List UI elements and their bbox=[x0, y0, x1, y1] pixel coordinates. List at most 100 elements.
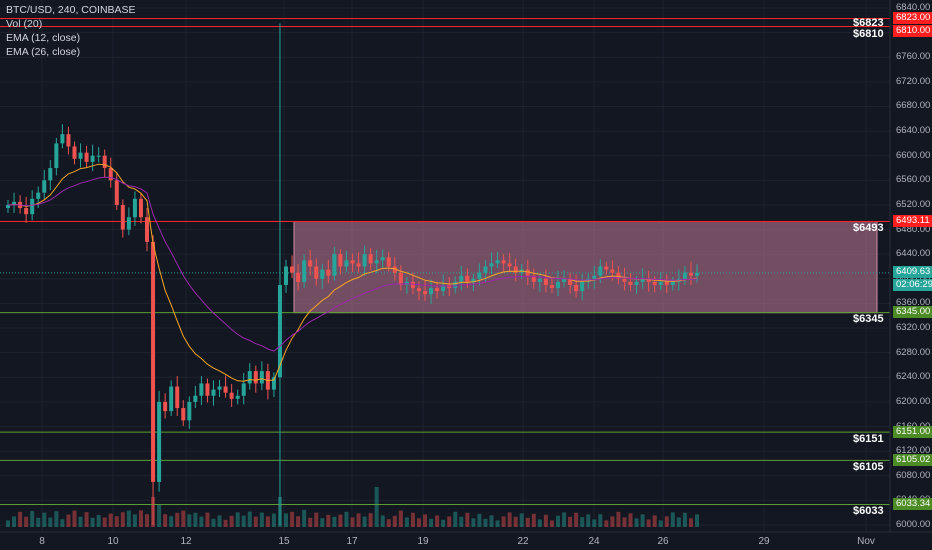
volume-bar bbox=[284, 513, 289, 527]
volume-bar bbox=[102, 517, 107, 527]
volume-bar bbox=[501, 516, 506, 527]
level-label-6823: $6823 bbox=[853, 17, 884, 29]
candle-body bbox=[108, 168, 113, 181]
candle-body bbox=[483, 266, 488, 273]
time-tick-label: 12 bbox=[180, 536, 192, 547]
candle-body bbox=[90, 155, 95, 162]
candle-body bbox=[604, 266, 609, 270]
candle-body bbox=[622, 278, 627, 282]
volume-bar bbox=[350, 517, 355, 527]
volume-bar bbox=[332, 516, 337, 527]
volume-bar bbox=[580, 517, 585, 527]
volume-bar bbox=[48, 517, 53, 527]
volume-bar bbox=[90, 517, 95, 527]
candle-body bbox=[429, 288, 434, 295]
candle-body bbox=[326, 269, 331, 276]
ema12-indicator-label[interactable]: EMA (12, close) bbox=[6, 32, 81, 44]
volume-bar bbox=[429, 518, 434, 527]
volume-indicator-label[interactable]: Vol (20) bbox=[6, 18, 43, 30]
volume-bar bbox=[235, 512, 240, 527]
candle-body bbox=[695, 272, 699, 276]
volume-bar bbox=[562, 512, 567, 527]
symbol-label[interactable]: BTC/USD, 240, COINBASE bbox=[6, 4, 136, 16]
candle-body bbox=[374, 260, 379, 264]
volume-bar bbox=[302, 509, 307, 527]
candle-body bbox=[380, 257, 385, 261]
candle-body bbox=[477, 272, 482, 279]
volume-bar bbox=[362, 516, 367, 527]
volume-bar bbox=[12, 516, 17, 527]
candle-body bbox=[682, 272, 687, 279]
volume-bar bbox=[555, 515, 560, 527]
volume-bar bbox=[24, 516, 29, 527]
badge-6105: 6105.02 bbox=[893, 454, 932, 466]
candle-body bbox=[543, 278, 548, 285]
candle-body bbox=[489, 263, 494, 267]
time-tick-label: 17 bbox=[346, 536, 358, 547]
candle-body bbox=[646, 278, 651, 282]
candle-body bbox=[72, 146, 77, 159]
level-label-6033: $6033 bbox=[853, 505, 884, 517]
candlesticks bbox=[6, 23, 699, 525]
volume-bar bbox=[695, 514, 699, 527]
candle-body bbox=[229, 392, 234, 399]
candle-body bbox=[247, 371, 252, 384]
time-tick-label: 26 bbox=[657, 536, 669, 547]
candle-body bbox=[598, 266, 603, 276]
volume-bar bbox=[646, 519, 651, 527]
volume-bar bbox=[398, 510, 403, 527]
candle-body bbox=[54, 143, 59, 169]
candle-body bbox=[30, 198, 35, 215]
volume-bar bbox=[604, 520, 609, 527]
candle-body bbox=[471, 278, 476, 282]
candle-body bbox=[350, 260, 355, 264]
volume-bar bbox=[380, 515, 385, 527]
volume-bar bbox=[114, 516, 119, 527]
volume-bar bbox=[513, 516, 518, 527]
candle-body bbox=[392, 266, 397, 273]
candle-body bbox=[169, 386, 174, 412]
volume-bar bbox=[423, 514, 428, 527]
chart-legend: BTC/USD, 240, COINBASE Vol (20) EMA (12,… bbox=[6, 3, 136, 59]
candle-body bbox=[658, 281, 663, 285]
volume-bar bbox=[66, 514, 71, 527]
volume-bar bbox=[416, 518, 421, 527]
volume-bar bbox=[531, 513, 536, 527]
price-tick-label: 6480.00 bbox=[896, 223, 931, 235]
candle-body bbox=[253, 371, 258, 384]
price-tick-label: 6080.00 bbox=[896, 469, 931, 481]
volume-bar bbox=[320, 518, 325, 527]
volume-bar bbox=[175, 512, 180, 527]
volume-bar bbox=[253, 516, 258, 527]
ema26-indicator-label[interactable]: EMA (26, close) bbox=[6, 46, 81, 58]
price-tick-label: 6360.00 bbox=[896, 297, 931, 309]
volume-bar bbox=[229, 515, 234, 527]
volume-bar bbox=[126, 510, 131, 527]
volume-bar bbox=[84, 512, 89, 527]
volume-bar bbox=[205, 512, 210, 527]
volume-bar bbox=[193, 512, 198, 527]
price-tick-label: 6680.00 bbox=[896, 100, 931, 112]
volume-bar bbox=[374, 487, 379, 527]
candle-body bbox=[465, 275, 470, 282]
candle-body bbox=[157, 401, 162, 482]
volume-bar bbox=[108, 513, 113, 527]
candle-body bbox=[416, 288, 421, 292]
candle-body bbox=[628, 281, 633, 285]
time-tick-label: 24 bbox=[588, 536, 600, 547]
time-tick-label: 10 bbox=[107, 536, 119, 547]
badge-6810: 6810.00 bbox=[893, 25, 932, 37]
candle-body bbox=[344, 260, 349, 267]
volume-bar bbox=[507, 512, 512, 527]
candle-body bbox=[66, 134, 71, 147]
volume-bar bbox=[18, 511, 23, 527]
time-tick-label: 29 bbox=[758, 536, 770, 547]
candle-body bbox=[441, 284, 446, 292]
volume-bar bbox=[78, 516, 83, 527]
candle-body bbox=[296, 272, 301, 282]
candle-body bbox=[102, 155, 107, 169]
candle-body bbox=[96, 155, 101, 157]
volume-bar bbox=[356, 513, 361, 527]
volume-bar bbox=[54, 511, 59, 527]
